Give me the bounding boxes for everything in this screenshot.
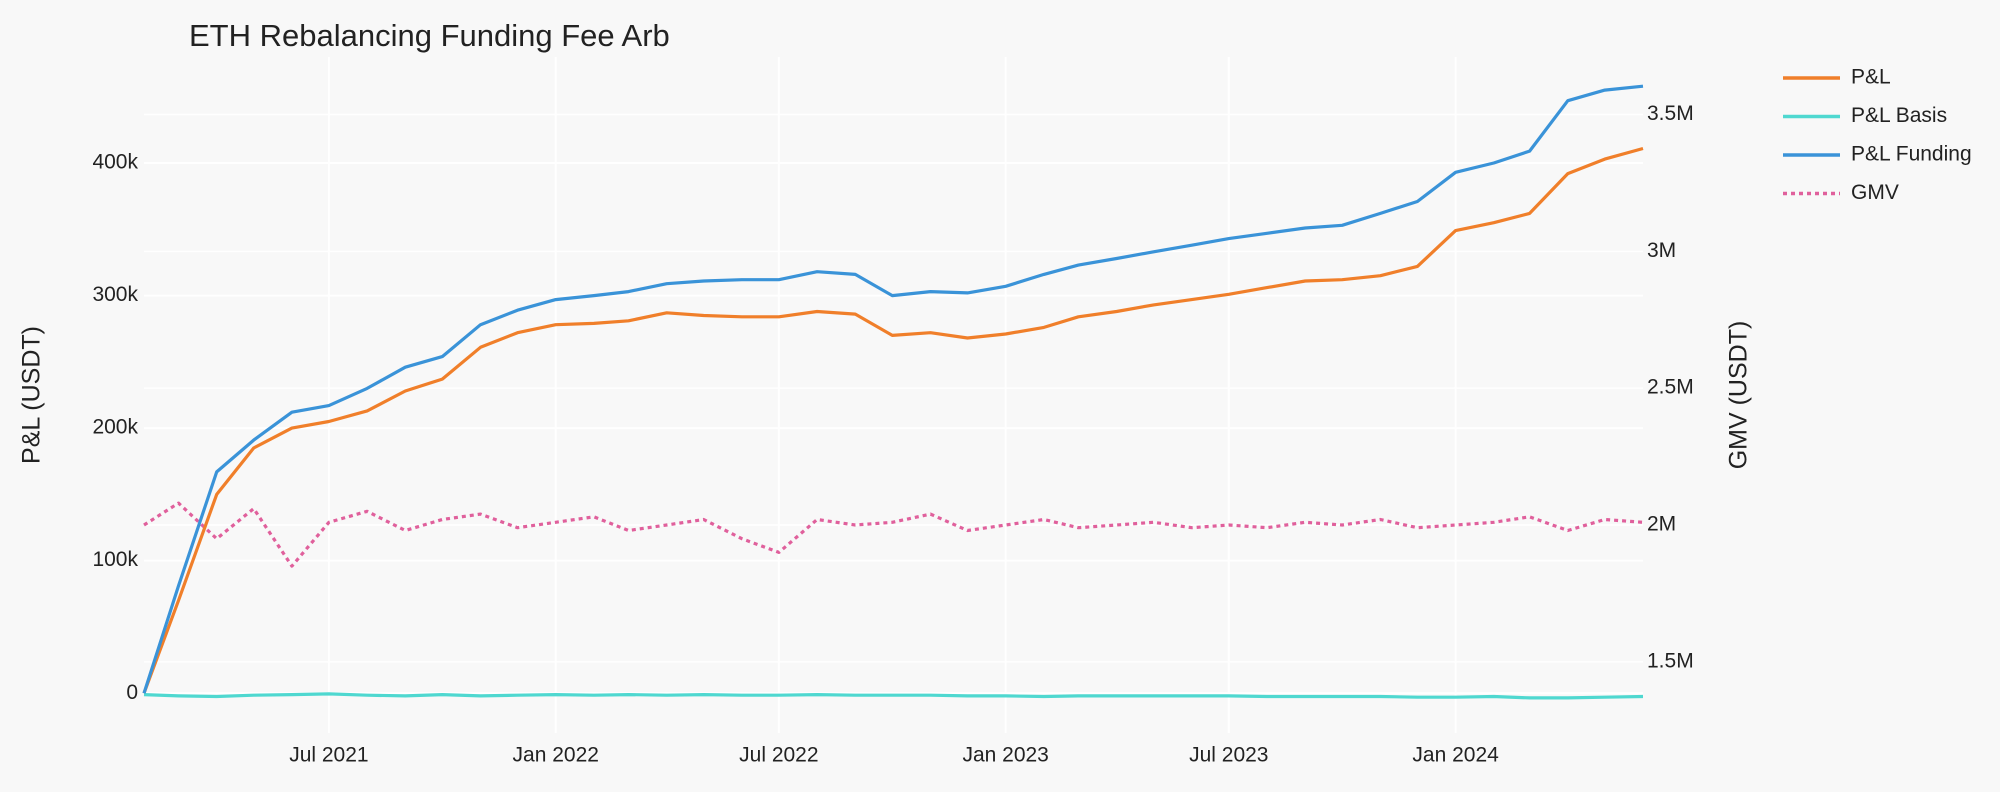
y2-tick-label: 2.5M [1647, 376, 1694, 399]
y2-tick-label: 3M [1647, 239, 1676, 262]
x-tick-label: Jul 2023 [1189, 744, 1268, 767]
legend-label: P&L Funding [1851, 143, 1972, 166]
x-tick-label: Jul 2021 [289, 744, 368, 767]
x-tick-label: Jul 2022 [739, 744, 818, 767]
y-tick-label: 300k [92, 283, 138, 306]
y-tick-label: 100k [92, 548, 138, 571]
x-tick-label: Jan 2024 [1412, 744, 1499, 767]
y2-tick-label: 3.5M [1647, 102, 1694, 125]
legend-label: P&L Basis [1851, 104, 1947, 127]
x-tick-label: Jan 2022 [513, 744, 599, 767]
x-tick-label: Jan 2023 [962, 744, 1048, 767]
y-tick-label: 0 [126, 681, 138, 704]
series-line [143, 501, 1644, 568]
chart-title: ETH Rebalancing Funding Fee Arb [189, 18, 670, 53]
series-line [142, 84, 1644, 694]
y-tick-label: 400k [92, 151, 138, 174]
y2-tick-label: 1.5M [1647, 649, 1694, 672]
series-line [142, 146, 1644, 694]
y2-tick-label: 2M [1647, 513, 1676, 536]
legend-label: P&L [1851, 66, 1891, 89]
y-tick-label: 200k [92, 416, 138, 439]
y-axis-title: P&L (USDT) [18, 326, 46, 464]
legend-label: GMV [1851, 181, 1899, 204]
series-line [143, 692, 1644, 700]
y2-axis-title: GMV (USDT) [1725, 321, 1753, 470]
